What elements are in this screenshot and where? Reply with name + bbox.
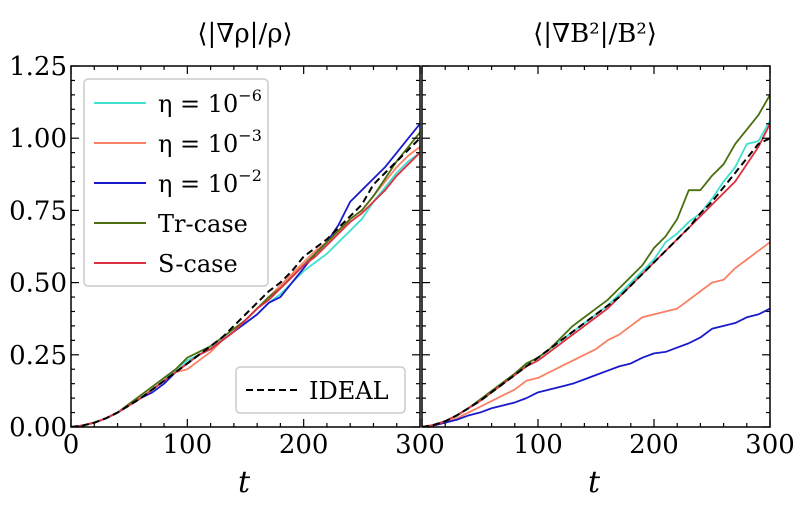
right-series--10- [422, 241, 770, 427]
right-series-s-case [422, 123, 770, 427]
right-x-axis-title: t [588, 465, 601, 500]
right-series--10- [422, 307, 770, 427]
right-x-tick-label: 200 [629, 430, 679, 460]
left-series-ideal [71, 137, 420, 427]
left-y-tick-label: 0.00 [9, 413, 67, 443]
legend-label-3: Tr-case [158, 210, 248, 238]
right-x-tick-label: 100 [513, 430, 563, 460]
legend-ideal-label: IDEAL [309, 377, 389, 405]
left-panel: 0 100 200 300 0.00 0.25 0.50 0.75 1.00 1.25 [9, 52, 445, 460]
legend: η = 10−6 η = 10−3 η = 10−2 Tr-case S-case [83, 78, 269, 287]
legend-ideal-frame [235, 366, 406, 414]
left-ticks [70, 65, 421, 428]
right-series-ideal [422, 137, 770, 427]
left-x-tick-label: 0 [63, 430, 80, 460]
right-ticks [421, 65, 771, 428]
left-x-tick-label: 300 [395, 430, 445, 460]
left-y-tick-label: 0.25 [9, 341, 67, 371]
right-panel-title: ⟨|∇B²|/B²⟩ [533, 19, 657, 49]
left-y-tick-label: 0.50 [9, 269, 67, 299]
left-y-tick-label: 1.00 [9, 124, 67, 154]
right-series-tr-case [422, 94, 770, 427]
left-x-axis-title: t [238, 465, 251, 500]
left-x-tick-label: 200 [279, 430, 329, 460]
left-y-tick-label: 1.25 [9, 52, 67, 82]
left-plot-frame [70, 65, 421, 428]
legend-label-1: η = 10−3 [158, 126, 262, 158]
left-series-group [71, 123, 420, 427]
legend-label-4: S-case [158, 250, 238, 278]
right-plot-frame [421, 65, 771, 428]
legend-exponent-2: −2 [238, 166, 262, 185]
legend-label-0: η = 10−6 [158, 86, 262, 118]
right-x-tick-label: 300 [745, 430, 795, 460]
legend-label-2: η = 10−2 [158, 166, 262, 198]
left-y-tick-label: 0.75 [9, 196, 67, 226]
legend-ideal: IDEAL [235, 366, 406, 414]
right-series-group [422, 94, 770, 427]
legend-exponent-0: −6 [238, 86, 262, 105]
legend-frame [83, 78, 269, 287]
legend-exponent-1: −3 [238, 126, 262, 145]
left-x-tick-label: 100 [163, 430, 213, 460]
left-series-s-case [71, 152, 420, 427]
left-panel-title: ⟨|∇ρ|/ρ⟩ [197, 19, 292, 49]
right-panel: 100 200 300 [421, 65, 795, 460]
right-series--10- [422, 120, 770, 427]
